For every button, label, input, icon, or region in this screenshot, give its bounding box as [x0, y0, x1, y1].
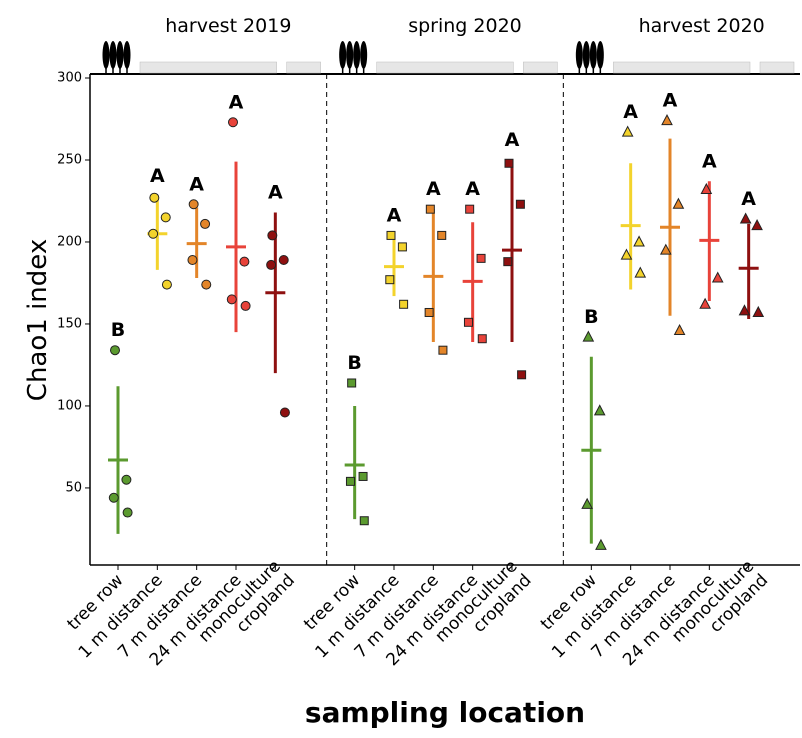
significance-letter: A [465, 178, 480, 200]
point [464, 318, 472, 326]
point [123, 508, 132, 517]
panel-title: harvest 2019 [165, 15, 291, 37]
panel-title: harvest 2020 [639, 15, 765, 37]
tree-icon [583, 41, 590, 69]
point [359, 472, 367, 480]
tree-icon [576, 41, 583, 69]
point [149, 229, 158, 238]
grass-icon [613, 62, 750, 73]
grass-icon [140, 62, 277, 73]
point [505, 159, 513, 167]
point [280, 408, 289, 417]
point [400, 300, 408, 308]
point [662, 115, 672, 125]
point [122, 475, 131, 484]
panel-title: spring 2020 [408, 15, 522, 37]
significance-letter: A [505, 129, 520, 151]
tree-icon [117, 41, 124, 69]
y-axis-label: Chao1 index [23, 239, 53, 401]
point [595, 405, 605, 415]
point [346, 477, 354, 485]
y-tick-label: 250 [57, 152, 82, 167]
tree-icon [353, 41, 360, 69]
point [596, 540, 606, 550]
point [634, 236, 644, 246]
point [753, 307, 763, 317]
significance-letter: B [111, 319, 125, 341]
point [189, 200, 198, 209]
point [227, 295, 236, 304]
significance-letter: A [663, 90, 678, 112]
significance-letter: A [387, 204, 402, 226]
point [111, 346, 120, 355]
point [516, 200, 524, 208]
point [201, 219, 210, 228]
tree-icon [110, 41, 117, 69]
point [188, 256, 197, 265]
tree-icon [346, 41, 353, 69]
point [360, 517, 368, 525]
significance-letter: A [268, 181, 283, 203]
significance-letter: A [229, 91, 244, 113]
point [241, 301, 250, 310]
x-axis-label: sampling location [305, 696, 585, 729]
point [267, 260, 276, 269]
point [623, 127, 633, 137]
point [675, 325, 685, 335]
grass-icon [377, 62, 514, 73]
y-tick-label: 50 [65, 480, 82, 495]
y-tick-label: 200 [57, 234, 82, 249]
point [518, 371, 526, 379]
significance-letter: A [702, 150, 717, 172]
tree-icon [360, 41, 367, 69]
point [162, 280, 171, 289]
point [398, 243, 406, 251]
point [477, 254, 485, 262]
point [713, 273, 723, 283]
significance-letter: A [623, 101, 638, 123]
point [635, 268, 645, 278]
significance-letter: A [741, 188, 756, 210]
point [504, 258, 512, 266]
point [150, 193, 159, 202]
point [673, 199, 683, 209]
point [229, 118, 238, 127]
point [438, 231, 446, 239]
significance-letter: B [347, 352, 361, 374]
point [348, 379, 356, 387]
tree-icon [590, 41, 597, 69]
significance-letter: A [150, 165, 165, 187]
tree-icon [103, 41, 110, 69]
point [583, 332, 593, 342]
tree-icon [597, 41, 604, 69]
tree-icon [339, 41, 346, 69]
point [109, 493, 118, 502]
chart: Chao1 index sampling location 50 100 150 20… [0, 0, 802, 738]
point [439, 346, 447, 354]
point [268, 231, 277, 240]
significance-letter: A [189, 173, 204, 195]
grass-icon [760, 62, 794, 73]
point [279, 256, 288, 265]
point [425, 308, 433, 316]
point [387, 231, 395, 239]
point [386, 276, 394, 284]
point [741, 214, 751, 224]
y-tick-label: 100 [57, 398, 82, 413]
point [478, 335, 486, 343]
point [426, 205, 434, 213]
point [161, 213, 170, 222]
grass-icon [523, 62, 557, 73]
significance-letter: B [584, 306, 598, 328]
significance-letter: A [426, 178, 441, 200]
y-tick-label: 150 [57, 316, 82, 331]
point [240, 257, 249, 266]
y-tick-label: 300 [57, 71, 82, 86]
point [202, 280, 211, 289]
grass-icon [287, 62, 321, 73]
point [752, 220, 762, 230]
point [466, 205, 474, 213]
tree-icon [124, 41, 131, 69]
